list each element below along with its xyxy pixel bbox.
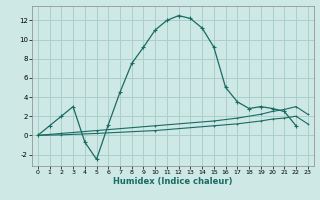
- X-axis label: Humidex (Indice chaleur): Humidex (Indice chaleur): [113, 177, 233, 186]
